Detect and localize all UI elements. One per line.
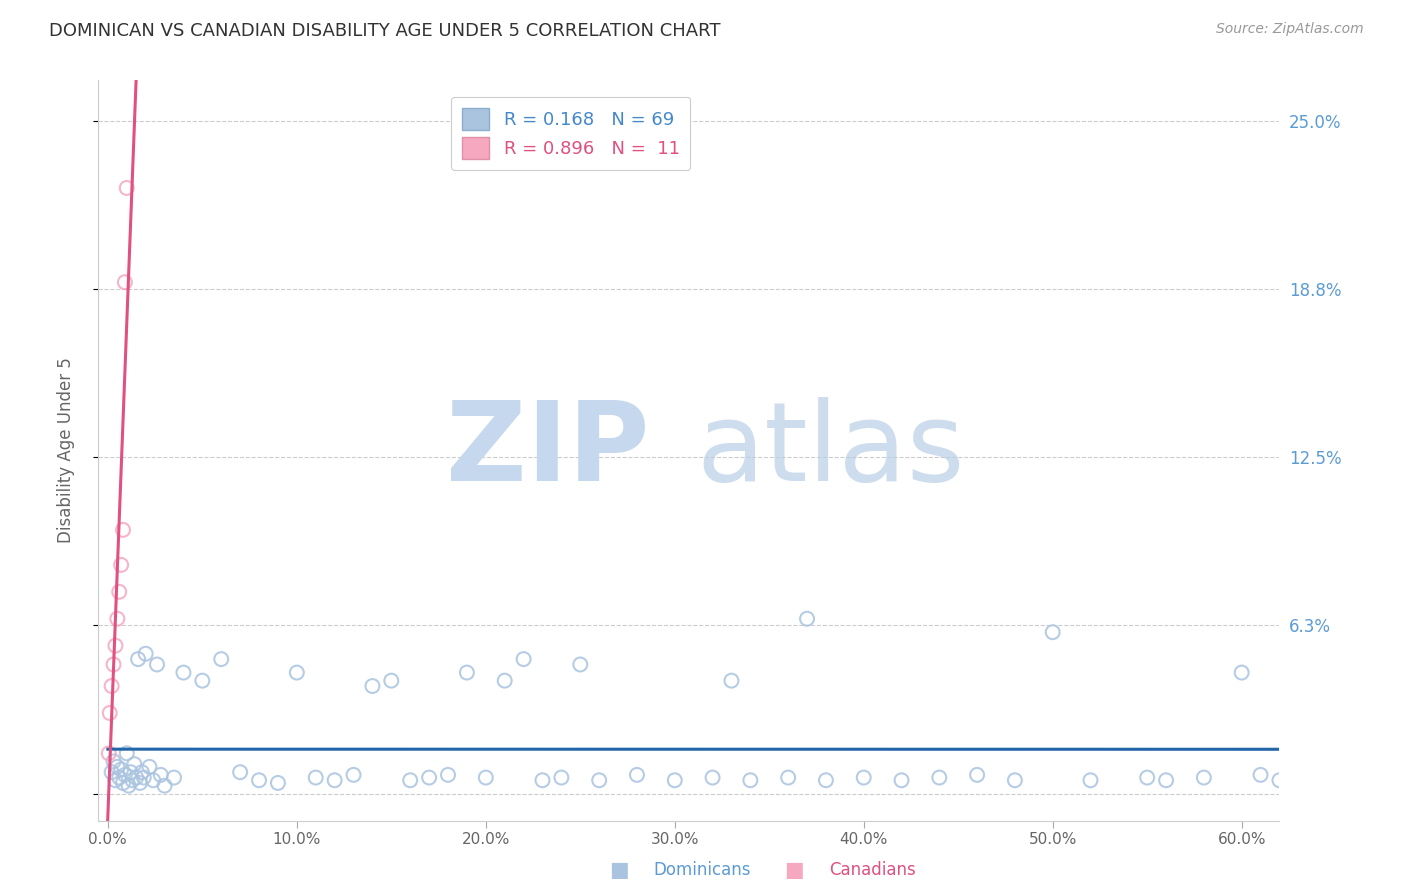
Point: [380, 673, 402, 688]
Point: [1230, 665, 1253, 680]
Point: [247, 773, 270, 788]
Point: [121, 773, 143, 788]
Point: [146, 657, 169, 672]
Point: [814, 773, 837, 788]
Point: [778, 771, 800, 785]
Point: [1080, 773, 1102, 788]
Point: [131, 765, 153, 780]
Point: [115, 181, 138, 195]
Point: [104, 639, 127, 653]
Point: [105, 760, 128, 774]
Point: [890, 773, 912, 788]
Point: [1250, 768, 1272, 782]
Text: ■: ■: [785, 860, 804, 880]
Point: [163, 771, 186, 785]
Point: [475, 771, 498, 785]
Point: [437, 768, 460, 782]
Point: [664, 773, 686, 788]
Point: [305, 771, 328, 785]
Point: [114, 275, 136, 289]
Point: [191, 673, 214, 688]
Point: [135, 647, 157, 661]
Point: [588, 773, 610, 788]
Point: [100, 679, 122, 693]
Point: [418, 771, 440, 785]
Point: [120, 765, 142, 780]
Point: [796, 612, 818, 626]
Point: [103, 657, 125, 672]
Point: [103, 755, 125, 769]
Text: Source: ZipAtlas.com: Source: ZipAtlas.com: [1216, 22, 1364, 37]
Point: [153, 779, 176, 793]
Point: [118, 779, 141, 793]
Point: [114, 768, 136, 782]
Point: [702, 771, 724, 785]
Point: [142, 773, 165, 788]
Point: [138, 760, 160, 774]
Point: [108, 771, 131, 785]
Y-axis label: Disability Age Under 5: Disability Age Under 5: [56, 358, 75, 543]
Point: [172, 665, 194, 680]
Point: [740, 773, 762, 788]
Point: [129, 776, 152, 790]
Point: [127, 652, 149, 666]
Point: [100, 765, 122, 780]
Point: [456, 665, 478, 680]
Point: [104, 773, 127, 788]
Point: [966, 768, 988, 782]
Point: [108, 584, 131, 599]
Point: [1268, 773, 1291, 788]
Point: [342, 768, 364, 782]
Point: [1154, 773, 1177, 788]
Text: ■: ■: [609, 860, 628, 880]
Point: [1136, 771, 1159, 785]
Point: [111, 776, 134, 790]
Point: [1042, 625, 1064, 640]
Text: ZIP: ZIP: [446, 397, 650, 504]
Point: [149, 768, 172, 782]
Point: [267, 776, 290, 790]
Text: Dominicans: Dominicans: [654, 861, 751, 879]
Point: [132, 771, 155, 785]
Text: Canadians: Canadians: [830, 861, 917, 879]
Point: [852, 771, 875, 785]
Point: [125, 771, 148, 785]
Point: [1004, 773, 1026, 788]
Point: [110, 558, 132, 572]
Point: [928, 771, 950, 785]
Point: [494, 673, 516, 688]
Point: [229, 765, 252, 780]
Point: [97, 747, 120, 761]
Point: [323, 773, 346, 788]
Point: [569, 657, 592, 672]
Point: [111, 523, 134, 537]
Point: [626, 768, 648, 782]
Point: [399, 773, 422, 788]
Point: [512, 652, 534, 666]
Point: [531, 773, 554, 788]
Point: [110, 763, 132, 777]
Point: [98, 706, 121, 720]
Point: [361, 679, 384, 693]
Point: [1192, 771, 1215, 785]
Point: [105, 612, 128, 626]
Point: [209, 652, 232, 666]
Text: DOMINICAN VS CANADIAN DISABILITY AGE UNDER 5 CORRELATION CHART: DOMINICAN VS CANADIAN DISABILITY AGE UND…: [49, 22, 721, 40]
Point: [550, 771, 572, 785]
Point: [124, 757, 146, 772]
Point: [285, 665, 308, 680]
Point: [115, 747, 138, 761]
Point: [720, 673, 742, 688]
Legend: R = 0.168   N = 69, R = 0.896   N =  11: R = 0.168 N = 69, R = 0.896 N = 11: [451, 96, 690, 169]
Text: atlas: atlas: [696, 397, 965, 504]
